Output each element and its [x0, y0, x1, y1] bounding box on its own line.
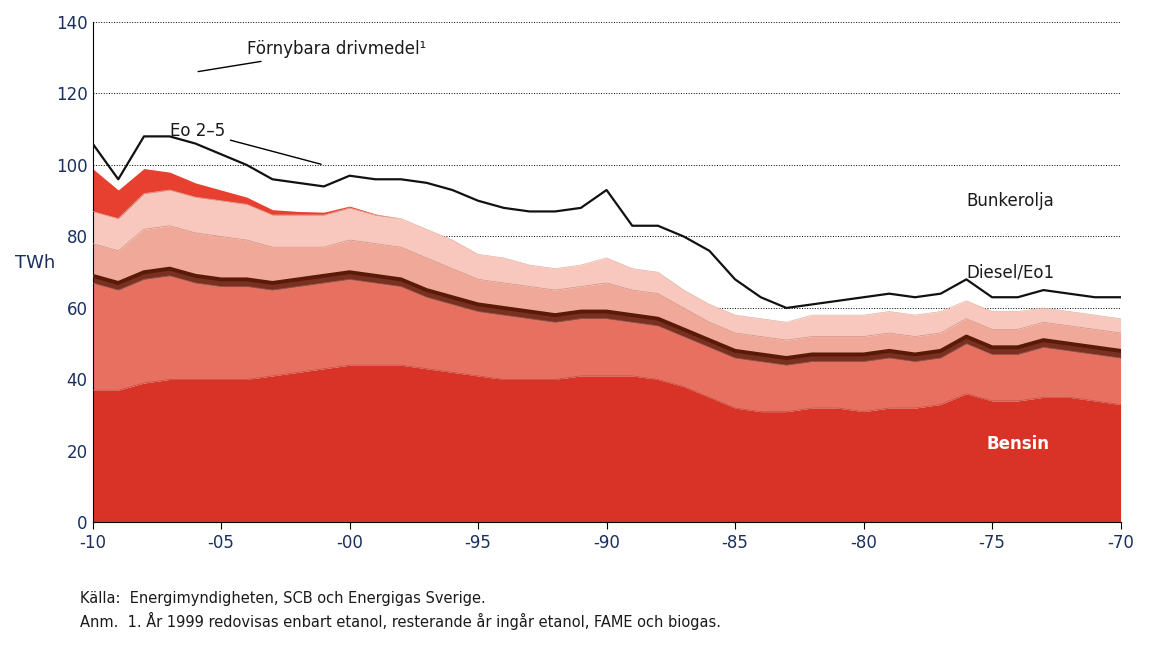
Text: Bunkerolja: Bunkerolja: [966, 192, 1054, 210]
Text: Förnybara drivmedel¹: Förnybara drivmedel¹: [198, 40, 426, 72]
Text: Anm.  1. År 1999 redovisas enbart etanol, resterande år ingår etanol, FAME och b: Anm. 1. År 1999 redovisas enbart etanol,…: [80, 612, 722, 630]
Text: Diesel/Eo1: Diesel/Eo1: [966, 263, 1055, 281]
Text: Bensin: Bensin: [986, 435, 1049, 452]
Text: Eo 2–5: Eo 2–5: [170, 123, 322, 164]
Y-axis label: TWh: TWh: [15, 254, 55, 273]
Text: Källa:  Energimyndigheten, SCB och Energigas Sverige.: Källa: Energimyndigheten, SCB och Energi…: [80, 591, 486, 606]
